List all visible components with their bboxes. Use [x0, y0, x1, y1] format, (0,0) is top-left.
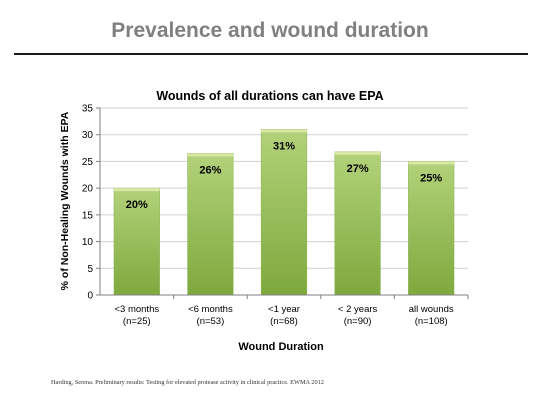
slide-title: Prevalence and wound duration	[111, 19, 429, 42]
chart-title: Wounds of all durations can have EPA	[156, 89, 383, 103]
bars	[113, 129, 455, 296]
data-label: 27%	[347, 163, 369, 175]
x-tick-label: <6 months	[188, 304, 233, 315]
bar-cap	[408, 161, 455, 165]
x-tick-sample-size: (n=68)	[270, 316, 298, 327]
data-label: 31%	[273, 140, 295, 152]
citation: Harding, Serena. Preliminary results: Te…	[51, 379, 324, 386]
y-tick-label: 20	[82, 184, 94, 195]
title-divider	[14, 53, 528, 55]
x-tick-label: <3 months	[114, 304, 159, 315]
y-tick-label: 35	[82, 104, 94, 115]
y-tick-label: 10	[82, 237, 94, 248]
x-axis-title: Wound Duration	[238, 341, 324, 353]
data-label: 25%	[420, 172, 442, 184]
x-tick-label: <1 year	[268, 304, 300, 315]
bar-cap	[334, 151, 381, 155]
bar-1	[113, 187, 160, 296]
x-tick-sample-size: (n=108)	[415, 316, 448, 327]
y-tick-label: 15	[82, 210, 94, 221]
bar-cap	[261, 129, 307, 133]
x-tick-sample-size: (n=53)	[197, 316, 225, 327]
y-tick-label: 30	[82, 130, 94, 141]
x-tick-label: all wounds	[409, 304, 454, 315]
x-tick-sample-size: (n=25)	[123, 316, 151, 327]
x-tick-sample-size: (n=90)	[344, 316, 372, 327]
y-tick-label: 25	[82, 157, 94, 168]
x-tick-label: < 2 years	[338, 304, 378, 315]
y-tick-label: 5	[87, 264, 93, 275]
data-labels: 20% 26% 31% 27% 25%	[126, 140, 443, 211]
bar-cap	[113, 188, 160, 192]
y-tick-label: 0	[87, 291, 93, 302]
bar-cap	[187, 153, 234, 157]
data-label: 20%	[126, 199, 148, 211]
bar-3	[260, 129, 308, 296]
data-label: 26%	[199, 164, 221, 176]
y-axis-title: % of Non-Healing Wounds with EPA	[59, 111, 71, 290]
